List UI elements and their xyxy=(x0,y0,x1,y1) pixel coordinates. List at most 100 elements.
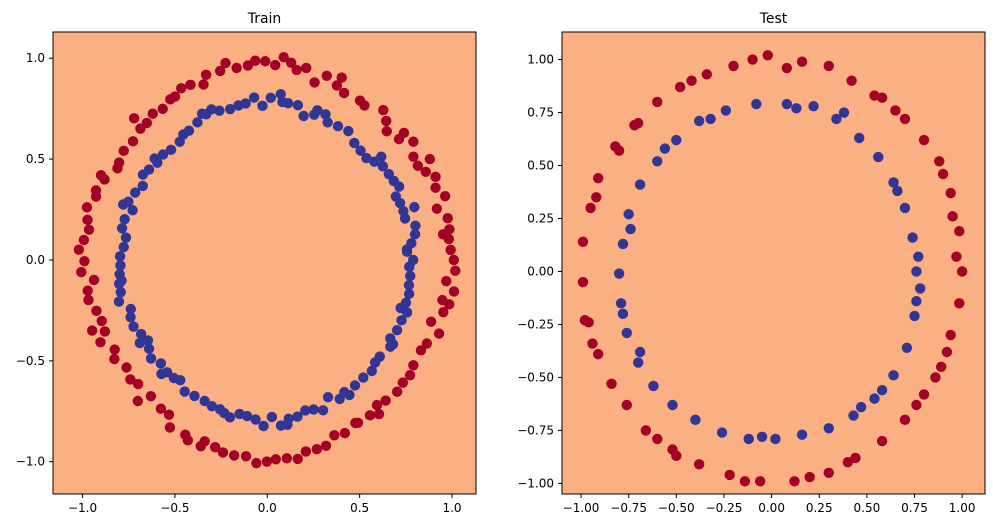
test-point-outer xyxy=(701,69,713,80)
test-point-outer xyxy=(899,113,911,125)
train-point-outer xyxy=(82,214,93,226)
train-point-inner xyxy=(120,232,132,243)
test-decision-region xyxy=(562,32,985,494)
train-point-outer xyxy=(260,56,271,67)
train-point-inner xyxy=(298,110,309,122)
train-point-inner xyxy=(116,223,128,234)
train-point-outer xyxy=(86,325,98,336)
train-y-tick-label: 0.5 xyxy=(26,152,45,166)
train-point-outer xyxy=(81,202,93,213)
train-y-tick-label: 0.0 xyxy=(26,253,45,267)
test-point-inner xyxy=(899,202,911,214)
train-point-inner xyxy=(143,343,155,354)
test-point-outer xyxy=(869,90,880,101)
train-point-outer xyxy=(217,447,229,458)
train-point-outer xyxy=(220,57,231,69)
train-point-outer xyxy=(121,362,132,373)
train-point-inner xyxy=(377,161,389,172)
train-point-outer xyxy=(164,422,176,433)
test-point-outer xyxy=(585,202,596,214)
train-point-outer xyxy=(95,337,106,348)
train-axes-frame xyxy=(52,31,477,495)
test-point-inner xyxy=(633,357,644,368)
train-point-inner xyxy=(155,358,167,369)
train-point-inner xyxy=(214,105,225,116)
train-y-tick-label: 1.0 xyxy=(26,51,45,65)
test-point-outer xyxy=(671,450,682,462)
test-y-tick-label: −0.25 xyxy=(517,317,554,331)
train-point-inner xyxy=(332,121,344,132)
train-point-inner xyxy=(383,168,395,180)
test-point-outer xyxy=(591,192,602,203)
test-point-inner xyxy=(854,132,865,144)
train-point-inner xyxy=(358,372,369,383)
train-point-outer xyxy=(421,338,433,349)
test-point-inner xyxy=(869,393,880,404)
test-point-outer xyxy=(593,173,604,184)
train-point-inner xyxy=(401,244,413,255)
train-point-outer xyxy=(127,136,139,147)
test-point-inner xyxy=(671,134,682,146)
train-point-outer xyxy=(373,408,385,420)
train-point-inner xyxy=(355,145,366,156)
train-point-outer xyxy=(412,160,424,171)
train-point-inner xyxy=(119,214,130,225)
train-point-inner xyxy=(149,153,160,164)
train-point-inner xyxy=(376,151,387,162)
train-point-inner xyxy=(125,312,136,323)
test-point-inner xyxy=(652,156,663,167)
test-point-inner xyxy=(831,113,842,125)
train-point-inner xyxy=(265,92,276,103)
train-point-outer xyxy=(415,345,427,356)
train-point-inner xyxy=(387,339,399,350)
test-point-outer xyxy=(945,187,956,199)
train-point-outer xyxy=(444,299,455,310)
test-point-outer xyxy=(606,378,617,389)
train-point-outer xyxy=(420,166,431,178)
test-x-tick-label: 0.25 xyxy=(806,501,833,515)
train-point-outer xyxy=(155,403,167,414)
train-point-outer xyxy=(128,113,140,124)
train-point-inner xyxy=(292,411,303,422)
train-point-inner xyxy=(113,296,125,307)
test-series-inner xyxy=(613,98,926,445)
train-point-inner xyxy=(405,270,416,282)
train-point-outer xyxy=(329,430,340,441)
test-point-outer xyxy=(935,361,947,373)
test-point-inner xyxy=(911,266,922,277)
test-x-tick-label: 0.75 xyxy=(901,501,928,515)
train-point-outer xyxy=(163,409,175,420)
train-point-inner xyxy=(320,109,331,120)
train-point-outer xyxy=(433,328,445,339)
train-series-inner xyxy=(113,88,421,432)
train-point-inner xyxy=(117,199,129,210)
train-point-inner xyxy=(374,351,385,362)
train-point-inner xyxy=(361,152,372,164)
train-point-outer xyxy=(408,151,419,162)
train-point-outer xyxy=(408,136,419,147)
train-title: Train xyxy=(247,11,282,27)
train-point-inner xyxy=(200,109,212,120)
test-x-tick-label: 0.50 xyxy=(854,501,881,515)
test-point-inner xyxy=(909,310,920,322)
test-x-tick-label: −0.25 xyxy=(706,501,743,515)
test-point-inner xyxy=(623,209,634,220)
train-point-outer xyxy=(88,274,100,286)
train-point-inner xyxy=(233,100,244,111)
train-point-outer xyxy=(437,229,449,240)
train-point-outer xyxy=(321,70,332,81)
train-point-outer xyxy=(251,457,262,469)
train-point-inner xyxy=(129,187,141,198)
train-point-inner xyxy=(390,191,402,202)
train-point-outer xyxy=(450,265,461,276)
train-point-outer xyxy=(182,435,194,446)
test-point-inner xyxy=(634,346,646,358)
train-point-outer xyxy=(118,145,129,157)
train-point-inner xyxy=(398,205,409,217)
test-point-inner xyxy=(873,151,884,163)
train-x-tick-label: 1.0 xyxy=(442,501,461,515)
train-point-inner xyxy=(349,137,360,149)
train-point-outer xyxy=(145,390,157,402)
train-point-inner xyxy=(115,260,126,271)
train-point-outer xyxy=(231,62,242,74)
